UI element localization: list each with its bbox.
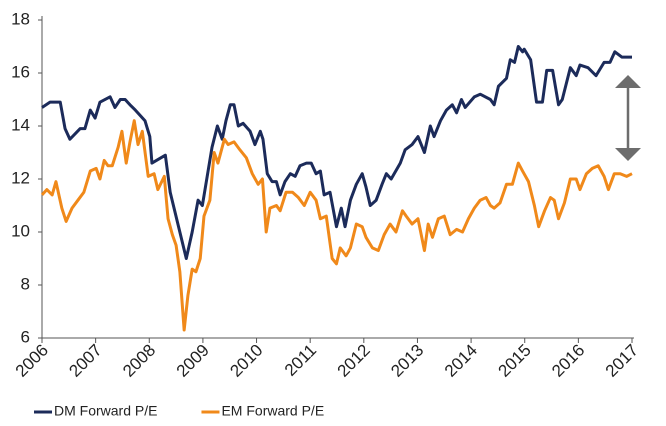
y-tick-label: 8 <box>21 274 30 293</box>
y-tick-label: 16 <box>11 62 30 81</box>
y-tick-label: 10 <box>11 221 30 240</box>
x-tick-label: 2010 <box>226 341 266 381</box>
y-tick-label: 14 <box>11 115 30 134</box>
y-tick-label: 6 <box>21 327 30 346</box>
x-tick-label: 2008 <box>119 341 159 381</box>
x-tick-label: 2016 <box>548 341 588 381</box>
x-tick-label: 2012 <box>334 341 374 381</box>
x-tick-label: 2017 <box>602 341 642 381</box>
x-tick-label: 2007 <box>65 341 105 381</box>
gap-arrow <box>615 75 641 161</box>
legend-label: EM Forward P/E <box>221 403 324 419</box>
x-tick-label: 2013 <box>387 341 427 381</box>
series-line <box>40 119 633 332</box>
series-line <box>41 45 632 260</box>
x-tick-label: 2006 <box>12 341 52 381</box>
y-tick-label: 18 <box>11 9 30 28</box>
x-tick-label: 2015 <box>495 341 535 381</box>
legend-label: DM Forward P/E <box>54 403 157 419</box>
x-tick-label: 2011 <box>281 341 320 380</box>
x-tick-label: 2009 <box>173 341 213 381</box>
x-tick-label: 2014 <box>441 341 481 381</box>
y-tick-label: 12 <box>11 168 30 187</box>
